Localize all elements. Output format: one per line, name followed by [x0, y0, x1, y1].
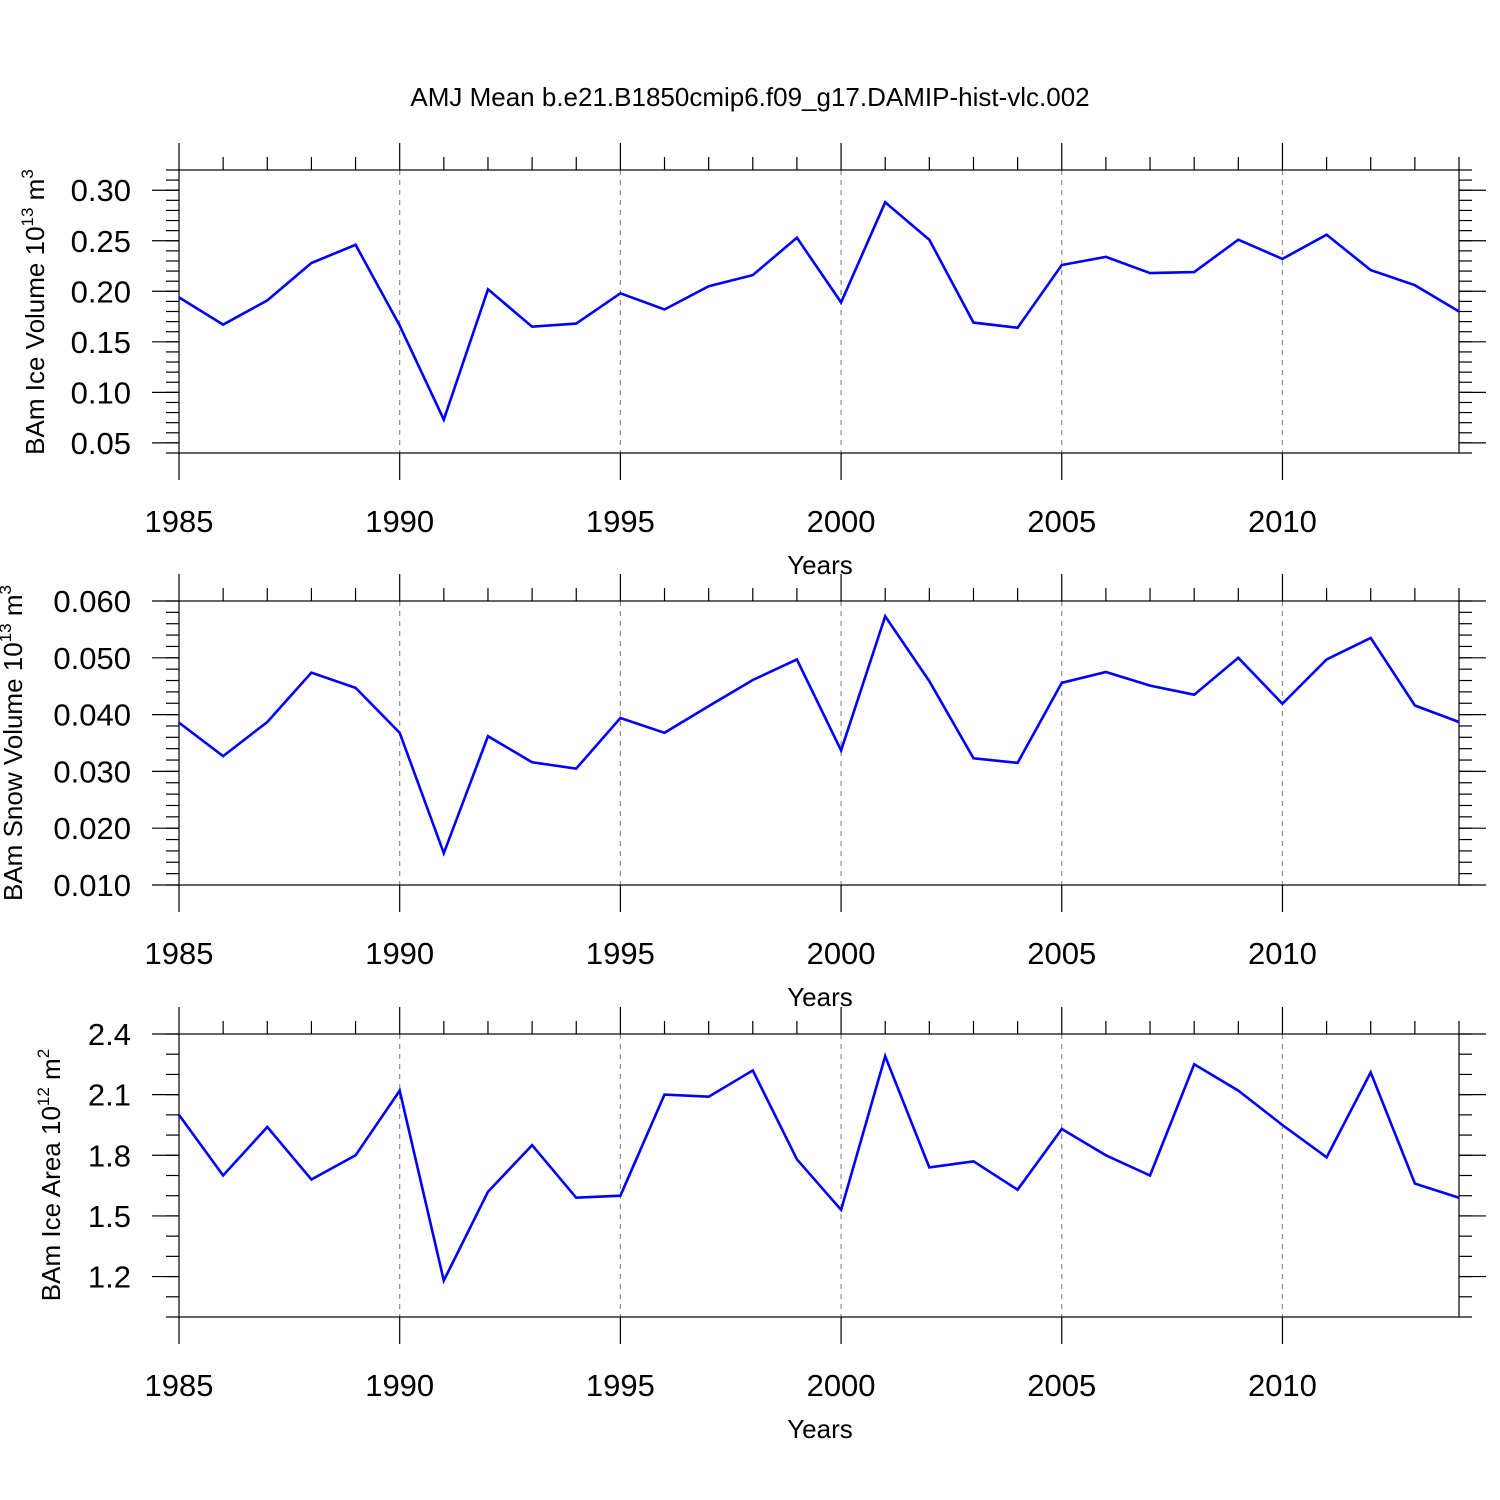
snow-volume-x-axis-label: Years — [787, 982, 853, 1012]
ice-volume-x-tick-label: 2000 — [807, 504, 876, 539]
ice-volume-y-label-text: BAm Ice Volume 10 — [20, 226, 50, 454]
snow-volume-x-tick-label: 2000 — [807, 936, 876, 971]
ice-volume-x-axis-label: Years — [787, 550, 853, 580]
snow-volume-y-tick-label: 0.060 — [53, 584, 131, 619]
snow-volume-y-label-unit: m — [0, 594, 28, 616]
ice-volume-panel: 1985 1990 1995 2000 2005 2010 0.05 0.10 0.15 0.20… — [18, 143, 1486, 580]
ice-area-x-tick-label: 1995 — [586, 1368, 655, 1403]
snow-volume-y-label-text: BAm Snow Volume 10 — [0, 642, 28, 901]
ice-area-x-tick-label: 2000 — [807, 1368, 876, 1403]
snow-volume-y-tick-label: 0.010 — [53, 868, 131, 903]
snow-volume-x-tick-label: 1995 — [586, 936, 655, 971]
snow-volume-y-tick-label: 0.020 — [53, 811, 131, 846]
snow-volume-y-tick-label: 0.040 — [53, 698, 131, 733]
ice-area-y-label-exponent: 12 — [34, 1087, 53, 1106]
snow-volume-y-tick-label: 0.030 — [53, 754, 131, 789]
ice-area-y-label-space — [36, 1080, 66, 1087]
ice-area-y-label-text: BAm Ice Area 10 — [36, 1106, 66, 1301]
ice-area-y-tick-label: 1.8 — [88, 1138, 131, 1173]
ice-area-y-label-unit: m — [36, 1058, 66, 1080]
ice-area-y-tick-label: 2.1 — [88, 1078, 131, 1113]
snow-volume-x-tick-label: 2005 — [1027, 936, 1096, 971]
ice-area-x-tick-label: 2005 — [1027, 1368, 1096, 1403]
figure-title: AMJ Mean b.e21.B1850cmip6.f09_g17.DAMIP-… — [410, 82, 1089, 112]
ice-volume-y-tick-label: 0.20 — [71, 274, 131, 309]
ice-area-y-axis-label: BAm Ice Area 1012 m2 — [34, 1049, 66, 1301]
ice-area-x-axis-label: Years — [787, 1414, 853, 1444]
ice-volume-x-tick-label: 1995 — [586, 504, 655, 539]
snow-volume-x-tick-label: 1985 — [145, 936, 214, 971]
snow-volume-plot-frame — [178, 600, 1460, 886]
ice-area-x-tick-label: 2010 — [1248, 1368, 1317, 1403]
snow-volume-y-label-exponent: 13 — [0, 623, 15, 642]
ice-volume-x-tick-label: 1990 — [365, 504, 434, 539]
snow-volume-x-tick-label: 2010 — [1248, 936, 1317, 971]
ice-volume-series-line — [178, 200, 1460, 424]
ice-area-y-tick-label: 2.4 — [88, 1017, 131, 1052]
ice-area-x-tick-label: 1985 — [145, 1368, 214, 1403]
ice-area-y-tick-label: 1.2 — [88, 1260, 131, 1295]
snow-volume-panel: 1985 1990 1995 2000 2005 2010 0.010 0.020 0.030 0… — [0, 574, 1486, 1012]
ice-volume-y-axis-label: BAm Ice Volume 1013 m3 — [18, 169, 50, 455]
ice-volume-y-tick-label: 0.15 — [71, 325, 131, 360]
ice-volume-y-tick-label: 0.05 — [71, 426, 131, 461]
ice-area-panel: 1985 1990 1995 2000 2005 2010 1.2 1.5 1.8 2.1 2.4 Y… — [34, 1007, 1486, 1444]
snow-volume-series-line — [178, 613, 1460, 857]
ice-volume-x-tick-label: 2005 — [1027, 504, 1096, 539]
ice-volume-plot-frame — [178, 169, 1460, 454]
snow-volume-y-label-space — [0, 616, 28, 623]
ice-volume-y-label-unit-exponent: 3 — [18, 169, 37, 178]
ice-area-x-tick-label: 1990 — [365, 1368, 434, 1403]
ice-area-series-line — [177, 1052, 1460, 1285]
ice-volume-y-tick-label: 0.10 — [71, 375, 131, 410]
ice-volume-y-label-exponent: 13 — [18, 208, 37, 227]
ice-volume-y-tick-label: 0.25 — [71, 224, 131, 259]
ice-volume-y-label-space — [20, 200, 50, 207]
ice-volume-y-label-unit: m — [20, 179, 50, 201]
snow-volume-y-label-unit-exponent: 3 — [0, 585, 15, 594]
snow-volume-y-axis-label: BAm Snow Volume 1013 m3 — [0, 585, 28, 901]
snow-volume-y-tick-label: 0.050 — [53, 641, 131, 676]
ice-area-y-tick-label: 1.5 — [88, 1199, 131, 1234]
snow-volume-x-tick-label: 1990 — [365, 936, 434, 971]
ice-area-plot-frame — [178, 1033, 1460, 1318]
ice-area-y-label-unit-exponent: 2 — [34, 1049, 53, 1058]
ice-volume-x-tick-label: 2010 — [1248, 504, 1317, 539]
ice-volume-y-tick-label: 0.30 — [71, 173, 131, 208]
ice-volume-x-tick-label: 1985 — [145, 504, 214, 539]
